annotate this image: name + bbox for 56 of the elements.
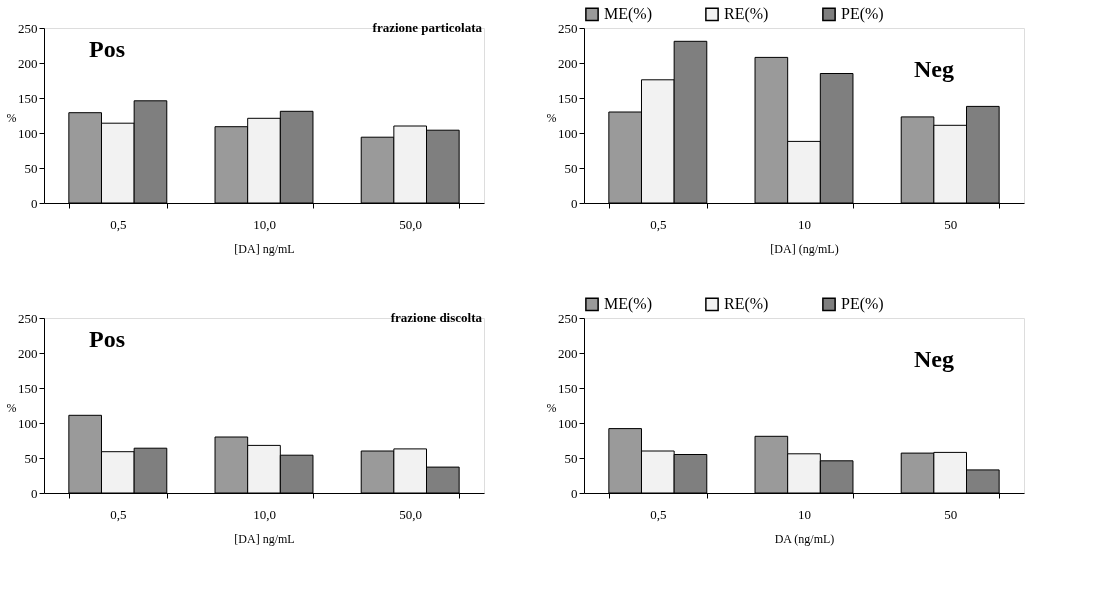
annotation: frazione discolta (390, 310, 483, 325)
y-tick-label: 150 (558, 380, 578, 396)
x-tick-label: 50,0 (399, 506, 423, 522)
x-tick-label: 0,5 (110, 506, 127, 522)
x-axis-title: [DA] ng/mL (234, 531, 295, 546)
y-tick-label: 200 (558, 345, 578, 361)
y-axis-title: % (6, 110, 17, 125)
y-tick-label: 0 (571, 195, 578, 211)
text: Neg (914, 346, 954, 372)
text: Neg (914, 56, 954, 82)
y-tick-label: 0 (31, 195, 38, 211)
x-axis-title: [DA] (ng/mL) (770, 241, 839, 256)
y-tick-label: 250 (18, 20, 38, 36)
chart-title: Pos (89, 326, 125, 352)
y-tick-label: 50 (564, 450, 578, 466)
y-tick-label: 50 (564, 160, 578, 176)
y-axis-title: % (546, 110, 557, 125)
legend-label: ME(%) (604, 5, 652, 24)
x-tick-label: 50,0 (399, 216, 423, 232)
x-tick-label: 10,0 (253, 506, 276, 522)
x-tick-label: 50 (944, 506, 958, 522)
y-tick-label: 150 (558, 90, 578, 106)
legend-label: RE(%) (724, 5, 769, 24)
x-tick-label: 50 (944, 216, 958, 232)
y-tick-label: 100 (558, 125, 578, 141)
x-axis-title: DA (ng/mL) (774, 531, 835, 546)
y-tick-label: 250 (18, 310, 38, 326)
x-tick-label: 10 (798, 216, 811, 232)
y-tick-label: 200 (18, 55, 38, 71)
legend-label: PE(%) (841, 295, 884, 314)
y-tick-label: 50 (24, 160, 38, 176)
y-tick-label: 50 (24, 450, 38, 466)
x-tick-label: 0,5 (110, 216, 127, 232)
y-tick-label: 100 (558, 415, 578, 431)
chart-title: Pos (89, 36, 125, 62)
y-tick-label: 100 (18, 125, 38, 141)
legend-label: ME(%) (604, 295, 652, 314)
y-tick-label: 250 (558, 20, 578, 36)
y-tick-label: 100 (18, 415, 38, 431)
x-axis-title: [DA] ng/mL (234, 241, 295, 256)
legend-label: PE(%) (841, 5, 884, 24)
y-tick-label: 0 (31, 485, 38, 501)
y-tick-label: 200 (558, 55, 578, 71)
y-tick-label: 250 (558, 310, 578, 326)
legend-label: RE(%) (724, 295, 769, 314)
y-tick-label: 150 (18, 380, 38, 396)
y-tick-label: 200 (18, 345, 38, 361)
x-tick-label: 10,0 (253, 216, 276, 232)
x-tick-label: 0,5 (650, 506, 667, 522)
y-axis-title: % (6, 400, 17, 415)
y-tick-label: 0 (571, 485, 578, 501)
x-tick-label: 10 (798, 506, 811, 522)
x-tick-label: 0,5 (650, 216, 667, 232)
y-axis-title: % (546, 400, 557, 415)
y-tick-label: 150 (18, 90, 38, 106)
annotation: frazione particolata (372, 20, 483, 35)
